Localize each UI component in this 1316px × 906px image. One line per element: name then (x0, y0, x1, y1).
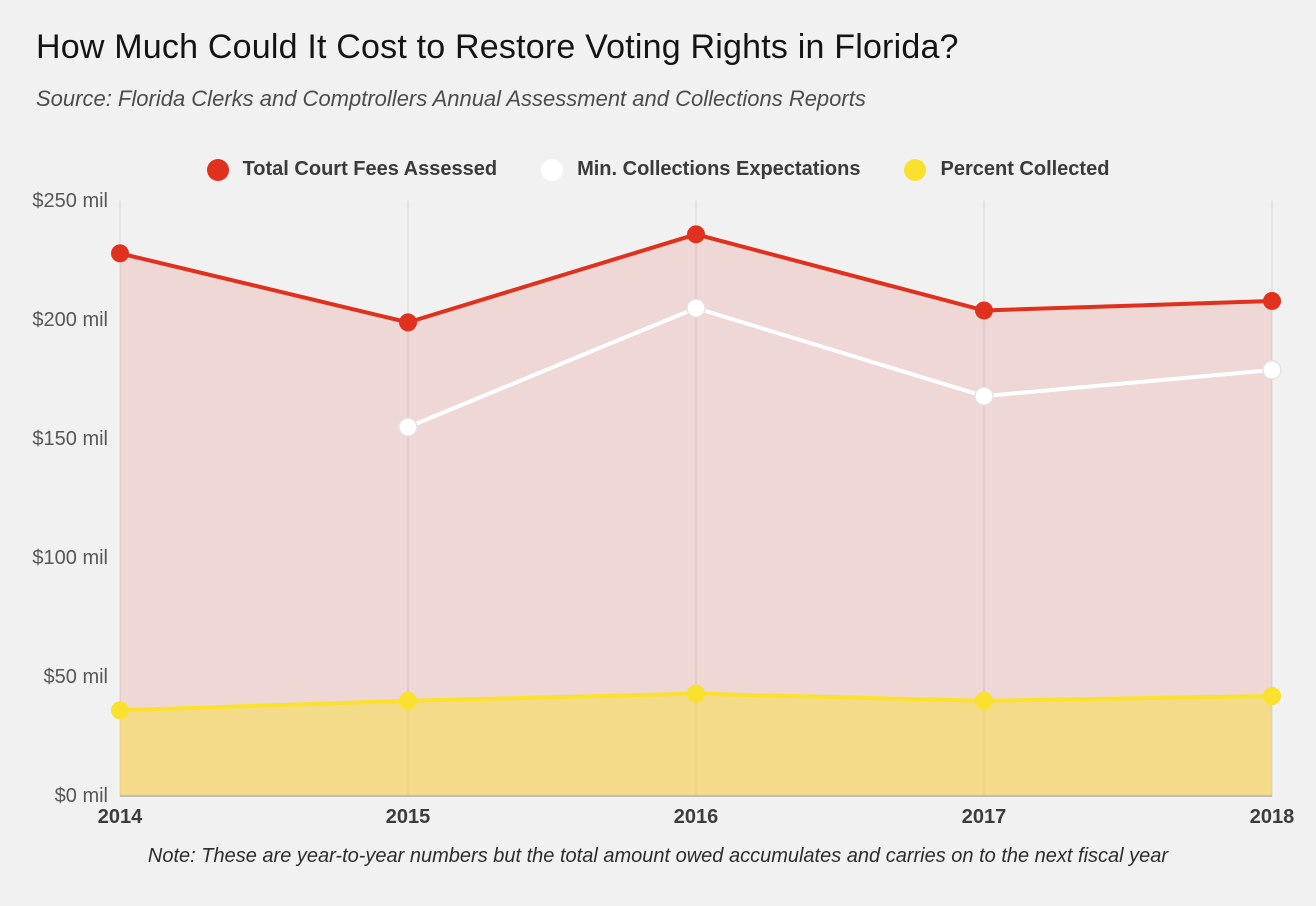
footnote-text: Note: These are year-to-year numbers but… (147, 845, 1169, 867)
legend-label: Total Court Fees Assessed (242, 158, 498, 180)
legend-dot-white (541, 158, 564, 181)
legend-item-total-court-fees: Total Court Fees Assessed (206, 158, 498, 181)
y-axis-tick-label: $50 mil (43, 666, 108, 688)
legend-item-min-collections: Min. Collections Expectations (541, 158, 860, 181)
line-chart-plot (111, 201, 1282, 797)
legend-label: Percent Collected (940, 158, 1110, 180)
legend-dot-yellow (904, 158, 927, 181)
legend: Total Court Fees Assessed Min. Collectio… (0, 158, 1316, 181)
x-axis-tick-label: 2017 (961, 806, 1007, 828)
legend-dot-red (206, 158, 229, 181)
x-axis-tick-label: 2016 (673, 806, 719, 828)
source-text: Source: Florida Clerks and Comptrollers … (36, 86, 866, 111)
y-axis-tick-label: $100 mil (32, 547, 108, 569)
y-axis-tick-label: $0 mil (54, 785, 108, 807)
y-axis-tick-label: $250 mil (32, 190, 108, 212)
page-title: How Much Could It Cost to Restore Voting… (36, 28, 959, 66)
legend-label: Min. Collections Expectations (577, 158, 861, 180)
x-axis-tick-label: 2015 (385, 806, 431, 828)
x-axis-tick-label: 2014 (97, 806, 143, 828)
legend-item-percent-collected: Percent Collected (904, 158, 1109, 181)
y-axis-tick-label: $150 mil (32, 428, 108, 450)
y-axis-tick-label: $200 mil (32, 309, 108, 331)
x-axis-tick-label: 2018 (1249, 806, 1295, 828)
